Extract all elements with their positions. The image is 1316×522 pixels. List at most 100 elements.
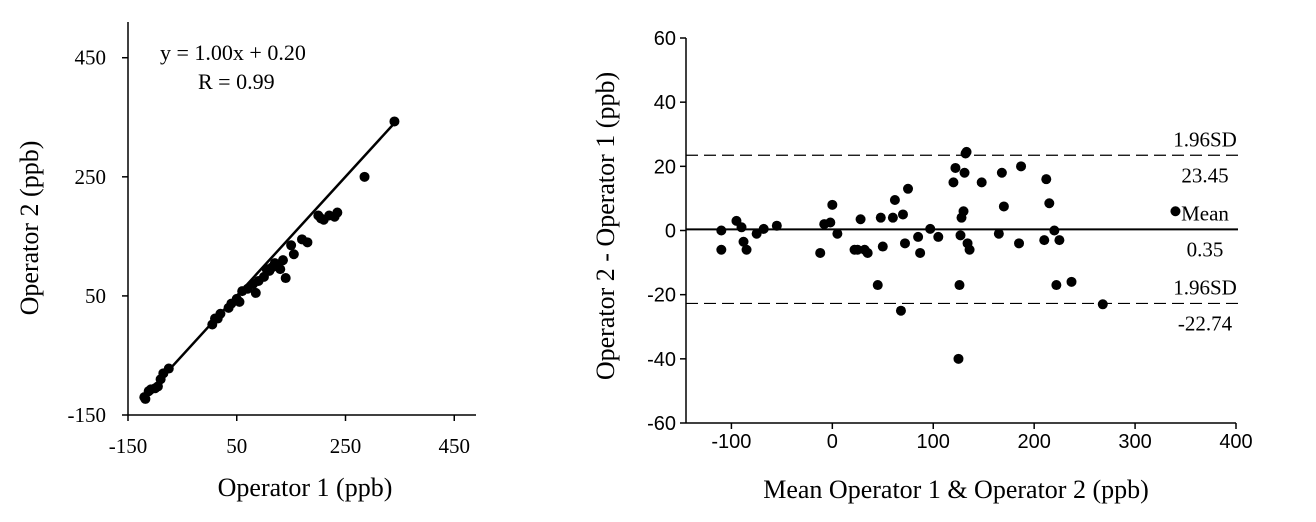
right-x-tick-label: 0 [827, 431, 838, 453]
right-data-point [1014, 238, 1025, 249]
right-data-point [862, 247, 873, 258]
reference-line-label: 1.96SD [1173, 127, 1237, 151]
right-data-point [915, 247, 926, 258]
left-data-point [163, 363, 174, 374]
left-x-tick-label: 450 [439, 434, 471, 458]
right-data-point [933, 231, 944, 242]
right-data-point [832, 228, 843, 239]
right-data-point [827, 199, 838, 210]
right-data-point [950, 162, 961, 173]
left-y-tick-label: 50 [85, 284, 106, 308]
left-y-tick-label: 250 [75, 165, 107, 189]
right-data-point [993, 228, 1004, 239]
right-data-point [953, 353, 964, 364]
right-data-point [736, 222, 747, 233]
right-data-point [948, 177, 959, 188]
right-data-point [961, 146, 972, 157]
right-data-point [895, 305, 906, 316]
right-data-point [897, 209, 908, 220]
right-y-tick-label: -40 [647, 349, 676, 371]
right-data-point [954, 280, 965, 291]
left-x-tick-label: 50 [226, 434, 247, 458]
left-data-point [280, 273, 291, 284]
right-data-point [958, 206, 969, 217]
right-x-tick-label: 200 [1017, 431, 1050, 453]
left-x-tick-label: 250 [330, 434, 362, 458]
right-data-point [1097, 299, 1108, 310]
right-data-point [959, 167, 970, 178]
right-x-tick-label: 400 [1219, 431, 1252, 453]
right-data-point [889, 195, 900, 206]
right-data-point [1170, 206, 1181, 217]
left-data-point [332, 207, 343, 218]
left-data-point [302, 237, 313, 248]
right-data-point [955, 230, 966, 241]
right-data-point [998, 201, 1009, 212]
correlation-coefficient: R = 0.99 [198, 69, 275, 94]
left-data-point [215, 308, 226, 319]
right-data-point [751, 228, 762, 239]
left-data-point [250, 287, 261, 298]
right-data-point [1039, 235, 1050, 246]
regression-equation: y = 1.00x + 0.20 [160, 40, 306, 65]
right-y-tick-label: 60 [654, 28, 676, 50]
right-data-point [913, 231, 924, 242]
right-data-point [1049, 225, 1060, 236]
right-data-point [872, 280, 883, 291]
right-data-point [976, 177, 987, 188]
left-y-tick-label: 450 [75, 46, 107, 70]
left-data-point [389, 116, 400, 127]
left-y-tick-label: -150 [68, 403, 107, 427]
left-data-point [140, 393, 151, 404]
right-data-point [964, 244, 975, 255]
right-data-point [855, 214, 866, 225]
right-data-point [771, 220, 782, 231]
left-x-tick-label: -150 [109, 434, 148, 458]
left-data-point [288, 249, 299, 260]
right-y-tick-label: -60 [647, 413, 676, 435]
right-data-point [1051, 280, 1062, 291]
right-data-point [758, 223, 769, 234]
right-data-point [996, 167, 1007, 178]
right-y-tick-label: 40 [654, 92, 676, 114]
right-data-point [925, 223, 936, 234]
right-y-tick-label: 20 [654, 156, 676, 178]
left-data-point [234, 296, 245, 307]
right-data-point [825, 217, 836, 228]
right-data-point [1044, 198, 1055, 209]
right-data-point [741, 244, 752, 255]
reference-line-value: 0.35 [1187, 237, 1224, 261]
right-data-point [1066, 276, 1077, 287]
right-data-point [903, 183, 914, 194]
right-data-point [738, 236, 749, 247]
left-data-point [277, 255, 288, 266]
reference-line-label: Mean [1181, 201, 1229, 225]
right-data-point [877, 241, 888, 252]
right-data-point [852, 244, 863, 255]
right-data-point [1054, 235, 1065, 246]
left-y-axis-label: Operator 2 (ppb) [15, 141, 44, 316]
left-data-point [286, 240, 297, 251]
left-data-point [275, 264, 286, 275]
left-data-point [359, 171, 370, 182]
right-x-tick-label: -100 [711, 431, 751, 453]
reference-line-label: 1.96SD [1173, 275, 1237, 299]
right-data-point [716, 244, 727, 255]
reference-line-value: -22.74 [1178, 311, 1233, 335]
right-x-tick-label: 100 [917, 431, 950, 453]
right-data-point [875, 212, 886, 223]
regression-line [143, 122, 396, 398]
right-data-point [899, 238, 910, 249]
right-data-point [815, 247, 826, 258]
scatter-plot-operator-comparison: -150 50 250 450 -150 50 250 450 y = 1.00x + 0.… [15, 22, 476, 502]
right-data-point [887, 212, 898, 223]
right-data-point [716, 225, 727, 236]
right-data-point [1041, 174, 1052, 185]
right-y-tick-label: 0 [665, 221, 676, 243]
reference-line-value: 23.45 [1181, 163, 1228, 187]
right-x-tick-label: 300 [1118, 431, 1151, 453]
left-x-axis-label: Operator 1 (ppb) [218, 473, 393, 502]
right-y-tick-label: -20 [647, 285, 676, 307]
